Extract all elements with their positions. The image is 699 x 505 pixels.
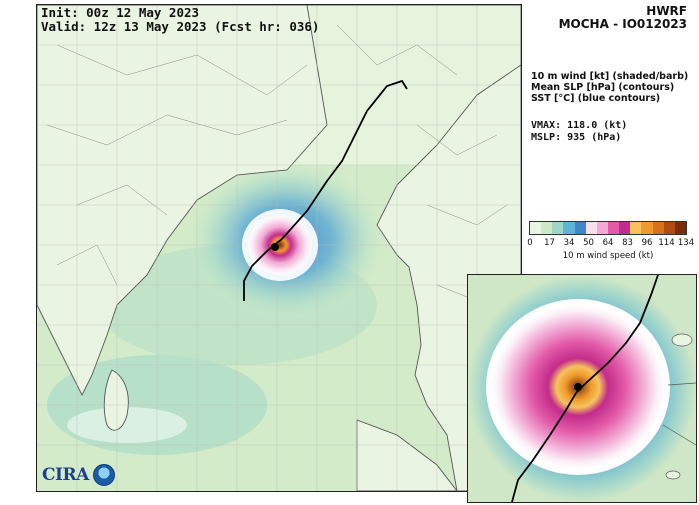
colorbar-swatch (541, 222, 553, 234)
colorbar-swatch (619, 222, 631, 234)
colorbar-tick-label: 34 (563, 238, 575, 248)
colorbar-tick-label: 96 (641, 238, 653, 248)
colorbar-swatch (552, 222, 564, 234)
cira-logo: CIRA (42, 465, 89, 485)
valid-time: Valid: 12z 13 May 2023 (Fcst hr: 036) (41, 19, 320, 34)
colorbar-swatch (674, 222, 686, 234)
inset-map (467, 274, 697, 503)
colorbar-tick-label: 83 (622, 238, 633, 248)
colorbar-label: 10 m wind speed (kt) (562, 251, 654, 261)
legend-slp: Mean SLP [hPa] (contours) (531, 82, 675, 93)
colorbar-swatch (574, 222, 586, 234)
colorbar-swatch (652, 222, 664, 234)
colorbar-tick-label: 17 (544, 238, 555, 248)
noaa-logo (92, 464, 115, 486)
colorbar-tick-label: 114 (658, 238, 675, 248)
colorbar-tick-label: 0 (527, 238, 533, 248)
colorbar-swatch (663, 222, 675, 234)
colorbar-swatch (530, 222, 542, 234)
mslp-value: MSLP: 935 (hPa) (531, 132, 622, 143)
wind-colorbar (529, 221, 687, 235)
main-map (36, 4, 522, 492)
colorbar-tick-label: 50 (583, 238, 594, 248)
colorbar-swatch (630, 222, 642, 234)
model-name: HWRF (646, 4, 687, 18)
vmax-value: VMAX: 118.0 (kt) (531, 120, 628, 131)
colorbar-swatch (607, 222, 620, 234)
storm-id: MOCHA - IO012023 (558, 17, 687, 31)
legend-wind: 10 m wind [kt] (shaded/barb) (531, 71, 689, 82)
colorbar-tick-label: 64 (602, 238, 614, 248)
logos: CIRA (42, 464, 115, 486)
init-time: Init: 00z 12 May 2023 (41, 5, 200, 20)
legend-sst: SST [°C] (blue contours) (531, 93, 661, 104)
colorbar-swatch (585, 222, 597, 234)
colorbar-tick-label: 134 (677, 238, 695, 248)
colorbar-swatch (563, 222, 575, 234)
colorbar-swatch (596, 222, 608, 234)
colorbar-swatch (641, 222, 653, 234)
